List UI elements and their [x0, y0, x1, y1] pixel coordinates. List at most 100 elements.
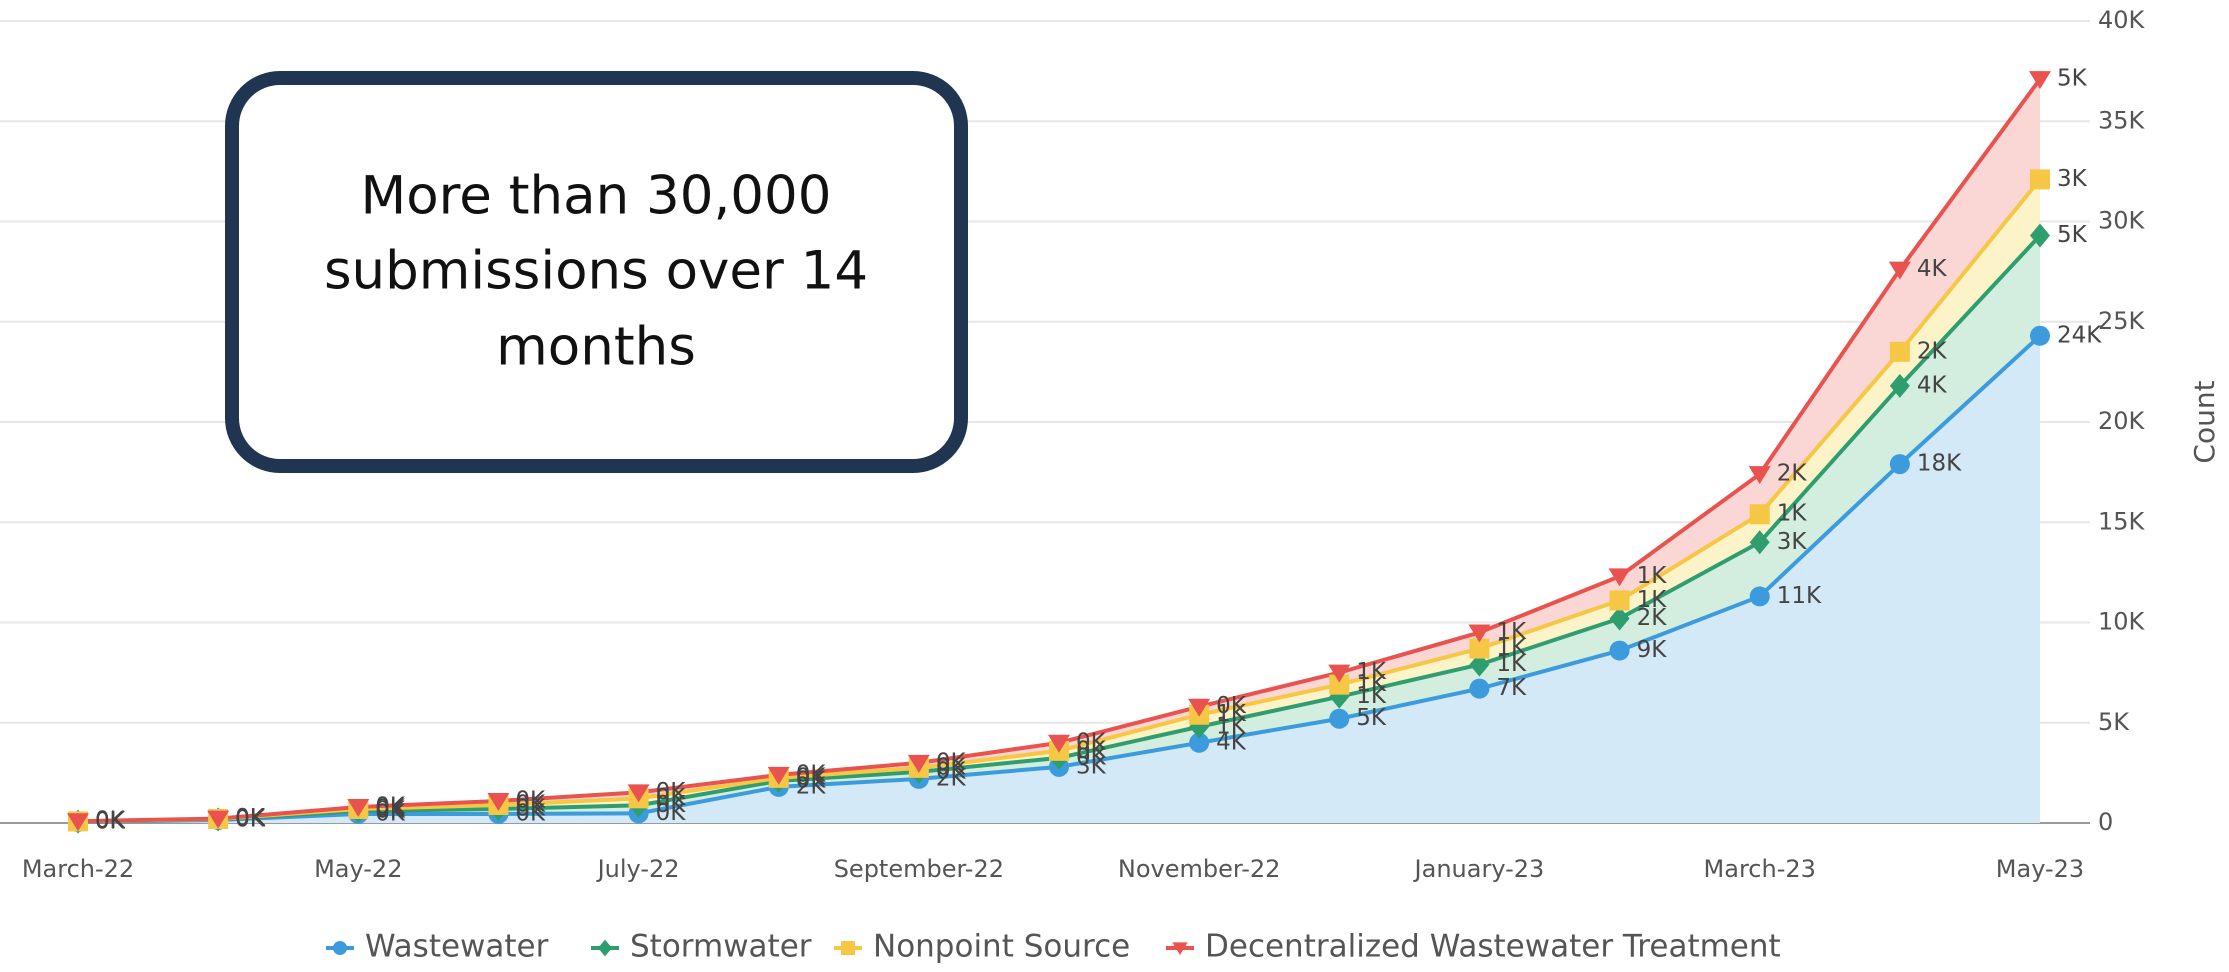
- marker: [907, 754, 930, 773]
- marker: [627, 784, 650, 803]
- marker: [1889, 373, 1910, 398]
- data-label: 18K: [1917, 451, 1962, 477]
- data-label: 0K: [1076, 737, 1107, 763]
- data-label: 1K: [1496, 651, 1527, 677]
- data-label: 0K: [235, 806, 266, 832]
- data-label: 0K: [515, 787, 546, 813]
- marker: [1468, 624, 1491, 643]
- data-label: 0K: [235, 805, 266, 831]
- y-tick-label: 10K: [2098, 608, 2146, 636]
- marker: [1609, 590, 1630, 611]
- data-label: 0K: [796, 761, 827, 787]
- data-label: 0K: [235, 806, 266, 832]
- marker: [1329, 708, 1350, 729]
- data-label: 7K: [1496, 675, 1527, 701]
- annotation-line: More than 30,000: [361, 166, 832, 227]
- data-label: 5K: [2057, 222, 2088, 248]
- data-label: 0K: [936, 754, 967, 780]
- data-label: 0K: [796, 764, 827, 790]
- data-label: 0K: [656, 785, 687, 811]
- data-label: 1K: [1216, 713, 1247, 739]
- data-label: 1K: [1637, 587, 1668, 613]
- data-label: 11K: [1777, 583, 1822, 609]
- annotation-line: months: [496, 317, 696, 378]
- marker: [1888, 261, 1911, 280]
- marker: [67, 813, 89, 832]
- data-label: 3K: [2057, 166, 2088, 192]
- x-tick-label: January-23: [1413, 855, 1545, 883]
- marker: [1608, 568, 1631, 587]
- data-label: 1K: [1637, 563, 1668, 589]
- marker: [1469, 638, 1490, 659]
- data-label: 1K: [1356, 659, 1387, 685]
- marker: [1189, 732, 1210, 753]
- marker: [1188, 698, 1211, 717]
- data-label: 1K: [1496, 619, 1527, 645]
- x-tick-label: July-22: [596, 855, 680, 883]
- data-label: 9K: [1637, 637, 1668, 663]
- x-tick-label: September-22: [834, 855, 1004, 883]
- data-label: 24K: [2057, 322, 2102, 348]
- marker: [487, 792, 510, 811]
- area-band: [78, 335, 2040, 823]
- data-label: 0K: [1216, 693, 1247, 719]
- data-label: 0K: [95, 808, 126, 834]
- data-label: 1K: [1356, 683, 1387, 709]
- data-label: 0K: [656, 779, 687, 805]
- data-label: 0K: [95, 808, 126, 834]
- marker: [1469, 678, 1490, 699]
- legend: Wastewater Stormwater Nonpoint Source Decen…: [326, 929, 1781, 965]
- data-label: 4K: [1917, 256, 1948, 282]
- data-label: 0K: [936, 749, 967, 775]
- data-label: 5K: [2057, 66, 2088, 92]
- marker: [1749, 530, 1770, 555]
- y-tick-label: 30K: [2098, 207, 2146, 235]
- data-label: 4K: [1917, 372, 1948, 398]
- data-label: 1K: [1496, 635, 1527, 661]
- data-label: 1K: [1777, 501, 1808, 527]
- marker: [2030, 325, 2050, 346]
- data-label: 0K: [375, 793, 406, 819]
- marker: [1889, 454, 1910, 475]
- data-label: 2K: [936, 765, 967, 791]
- marker: [207, 810, 230, 829]
- marker: [1609, 606, 1630, 631]
- x-tick-label: November-22: [1118, 855, 1281, 883]
- data-label: 0K: [375, 797, 406, 823]
- y-tick-label: 15K: [2098, 507, 2146, 535]
- marker: [1749, 504, 1770, 525]
- data-label: 0K: [936, 758, 967, 784]
- legend-label: Nonpoint Source: [873, 929, 1130, 965]
- data-label: 0K: [235, 805, 266, 831]
- marker: [1749, 586, 1770, 607]
- data-label: 1K: [1356, 671, 1387, 697]
- marker: [333, 941, 347, 955]
- marker: [1889, 341, 1910, 362]
- marker: [1328, 664, 1351, 683]
- legend-label: Stormwater: [630, 929, 812, 965]
- data-label: 0K: [375, 795, 406, 821]
- marker: [598, 939, 612, 957]
- marker: [1172, 942, 1188, 955]
- marker: [841, 941, 855, 955]
- data-label: 0K: [656, 792, 687, 818]
- data-label: 0K: [95, 808, 126, 834]
- y-axis-label: Count: [2188, 380, 2221, 463]
- data-label: 2K: [1637, 605, 1668, 631]
- data-label: 2K: [1917, 338, 1948, 364]
- data-label: 3K: [1777, 529, 1808, 555]
- markers: [67, 71, 2051, 834]
- legend-label: Decentralized Wastewater Treatment: [1205, 929, 1781, 965]
- marker: [2030, 169, 2050, 190]
- x-tick-label: March-23: [1704, 855, 1816, 883]
- y-tick-label: 25K: [2098, 307, 2146, 335]
- data-label: 3K: [1076, 753, 1107, 779]
- y-tick-label: 0: [2098, 808, 2113, 836]
- x-tick-label: May-22: [314, 855, 402, 883]
- data-label: 0K: [515, 791, 546, 817]
- marker: [1048, 734, 1070, 753]
- marker: [767, 766, 790, 785]
